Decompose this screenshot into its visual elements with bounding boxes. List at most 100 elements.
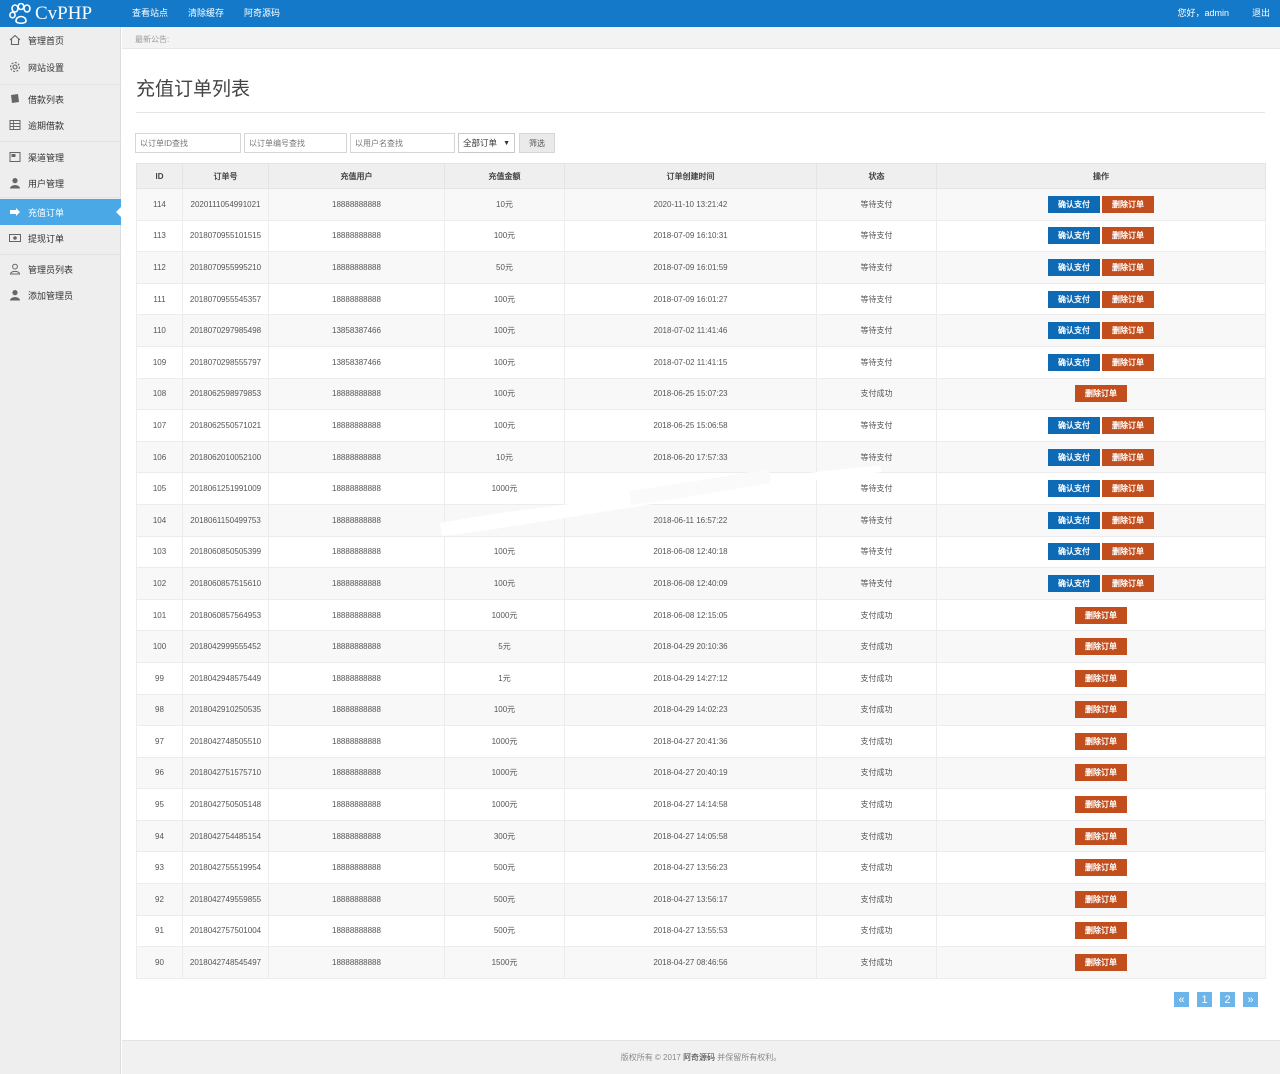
actions-cell: 确认支付 删除订单 xyxy=(936,503,1266,537)
amount-cell: 5元 xyxy=(444,630,565,663)
user-cell: 18888888888 xyxy=(268,788,445,821)
table-row: 103 2018060850505399 18888888888 100元 2018-0… xyxy=(136,535,1266,569)
status-select[interactable]: 全部订单 ▼ xyxy=(458,133,515,153)
top-nav: 查看站点 清除缓存 阿奇源码 xyxy=(122,0,290,27)
delete-order-button[interactable]: 删除订单 xyxy=(1075,385,1127,403)
delete-order-button[interactable]: 删除订单 xyxy=(1102,416,1154,434)
created-time-cell: 2018-04-27 14:05:58 xyxy=(564,819,817,853)
user-cell: 18888888888 xyxy=(268,472,445,505)
delete-order-button[interactable]: 删除订单 xyxy=(1102,543,1154,561)
username-search-input[interactable] xyxy=(350,133,455,153)
sidebar-item-label: 逾期借款 xyxy=(28,120,65,131)
user-cell: 18888888888 xyxy=(268,440,445,474)
confirm-payment-button[interactable]: 确认支付 xyxy=(1048,258,1100,276)
amount-cell: 10元 xyxy=(444,188,565,221)
view-site-link[interactable]: 查看站点 xyxy=(132,8,169,18)
delete-order-button[interactable]: 删除订单 xyxy=(1075,669,1127,687)
page-2-button[interactable]: 2 xyxy=(1220,992,1235,1007)
sidebar-item-channels[interactable]: 渠道管理 xyxy=(0,144,121,170)
footer-link[interactable]: 阿奇源码 xyxy=(683,1053,716,1062)
confirm-payment-button[interactable]: 确认支付 xyxy=(1048,322,1100,340)
delete-order-button[interactable]: 删除订单 xyxy=(1102,227,1154,245)
page-1-button[interactable]: 1 xyxy=(1197,992,1212,1007)
table-row: 96 2018042751575710 18888888888 1000元 2018-0… xyxy=(136,756,1266,790)
status-cell: 支付成功 xyxy=(816,630,937,663)
delete-order-button[interactable]: 删除订单 xyxy=(1102,353,1154,371)
confirm-payment-button[interactable]: 确认支付 xyxy=(1048,227,1100,245)
logo[interactable]: CvPHP xyxy=(9,2,92,25)
amount-cell: 300元 xyxy=(444,819,565,853)
created-time-cell: 2018-07-09 16:01:59 xyxy=(564,251,817,284)
order-number-cell: 2018061251991009 xyxy=(182,472,269,505)
sidebar-item-site-settings[interactable]: 网站设置 xyxy=(0,54,121,80)
sidebar-item-admins[interactable]: 管理员列表 xyxy=(0,256,121,282)
delete-order-button[interactable]: 删除订单 xyxy=(1102,322,1154,340)
created-time-cell: 2018-04-29 20:10:36 xyxy=(564,630,817,663)
order-number-cell: 2018061150499753 xyxy=(182,503,269,537)
delete-order-button[interactable]: 删除订单 xyxy=(1102,195,1154,213)
delete-order-button[interactable]: 删除订单 xyxy=(1102,574,1154,592)
status-cell: 支付成功 xyxy=(816,725,937,758)
delete-order-button[interactable]: 删除订单 xyxy=(1075,954,1127,972)
delete-order-button[interactable]: 删除订单 xyxy=(1102,258,1154,276)
confirm-payment-button[interactable]: 确认支付 xyxy=(1048,448,1100,466)
confirm-payment-button[interactable]: 确认支付 xyxy=(1048,511,1100,529)
created-time-cell: 2018-06-20 17:57:33 xyxy=(564,440,817,474)
sidebar-item-withdraw-orders[interactable]: 提现订单 xyxy=(0,225,121,251)
logout-link[interactable]: 退出 xyxy=(1251,8,1270,18)
column-header: 状态 xyxy=(816,163,937,189)
order-id-cell: 107 xyxy=(136,409,183,442)
delete-order-button[interactable]: 删除订单 xyxy=(1075,890,1127,908)
sidebar-item-label: 管理员列表 xyxy=(28,264,74,275)
source-link[interactable]: 阿奇源码 xyxy=(244,8,281,18)
order-id-cell: 98 xyxy=(136,693,183,727)
confirm-payment-button[interactable]: 确认支付 xyxy=(1048,416,1100,434)
sidebar-item-loans[interactable]: 借款列表 xyxy=(0,86,121,112)
sidebar-divider xyxy=(0,141,121,142)
amount-cell: 50元 xyxy=(444,251,565,284)
confirm-payment-button[interactable]: 确认支付 xyxy=(1048,543,1100,561)
sidebar-item-recharge-orders[interactable]: 充值订单 xyxy=(0,199,122,225)
order-number-search-input[interactable] xyxy=(244,133,347,153)
clear-cache-link[interactable]: 清除缓存 xyxy=(188,8,225,18)
delete-order-button[interactable]: 删除订单 xyxy=(1102,480,1154,498)
created-time-cell: 2018-04-27 13:55:53 xyxy=(564,914,817,948)
delete-order-button[interactable]: 删除订单 xyxy=(1075,764,1127,782)
created-time-cell: 2018-04-27 13:56:23 xyxy=(564,851,817,885)
order-number-cell: 2018042754485154 xyxy=(182,819,269,853)
delete-order-button[interactable]: 删除订单 xyxy=(1075,732,1127,750)
sidebar-item-add-admin[interactable]: 添加管理员 xyxy=(0,282,121,308)
delete-order-button[interactable]: 删除订单 xyxy=(1075,796,1127,814)
delete-order-button[interactable]: 删除订单 xyxy=(1075,701,1127,719)
delete-order-button[interactable]: 删除订单 xyxy=(1075,606,1127,624)
order-id-search-input[interactable] xyxy=(135,133,241,153)
confirm-payment-button[interactable]: 确认支付 xyxy=(1048,480,1100,498)
gear-icon xyxy=(8,61,21,74)
sidebar-item-home[interactable]: 管理首页 xyxy=(0,27,121,53)
confirm-payment-button[interactable]: 确认支付 xyxy=(1048,574,1100,592)
actions-cell: 确认支付 删除订单 xyxy=(936,567,1266,600)
delete-order-button[interactable]: 删除订单 xyxy=(1102,290,1154,308)
confirm-payment-button[interactable]: 确认支付 xyxy=(1048,290,1100,308)
confirm-payment-button[interactable]: 确认支付 xyxy=(1048,353,1100,371)
sidebar-item-users[interactable]: 用户管理 xyxy=(0,170,121,196)
sidebar-item-overdue[interactable]: 逾期借款 xyxy=(0,112,121,138)
page-prev-button[interactable]: « xyxy=(1174,992,1189,1007)
confirm-payment-button[interactable]: 确认支付 xyxy=(1048,195,1100,213)
delete-order-button[interactable]: 删除订单 xyxy=(1102,511,1154,529)
delete-order-button[interactable]: 删除订单 xyxy=(1075,638,1127,656)
delete-order-button[interactable]: 删除订单 xyxy=(1075,859,1127,877)
delete-order-button[interactable]: 删除订单 xyxy=(1102,448,1154,466)
delete-order-button[interactable]: 删除订单 xyxy=(1075,922,1127,940)
filter-button[interactable]: 筛选 xyxy=(519,133,555,153)
table-row: 104 2018061150499753 18888888888 2018-06-11… xyxy=(136,503,1266,537)
order-id-cell: 90 xyxy=(136,946,183,979)
page-next-button[interactable]: » xyxy=(1243,992,1258,1007)
order-number-cell: 2018060850505399 xyxy=(182,535,269,569)
user-cell: 18888888888 xyxy=(268,251,445,284)
title-divider xyxy=(136,112,1265,113)
orders-table: ID 订单号 充值用户 充值金额 订单创建时间 状态 操作 114 2020111… xyxy=(136,163,1266,979)
actions-cell: 删除订单 xyxy=(936,756,1266,790)
column-header: 订单创建时间 xyxy=(564,163,817,189)
delete-order-button[interactable]: 删除订单 xyxy=(1075,827,1127,845)
